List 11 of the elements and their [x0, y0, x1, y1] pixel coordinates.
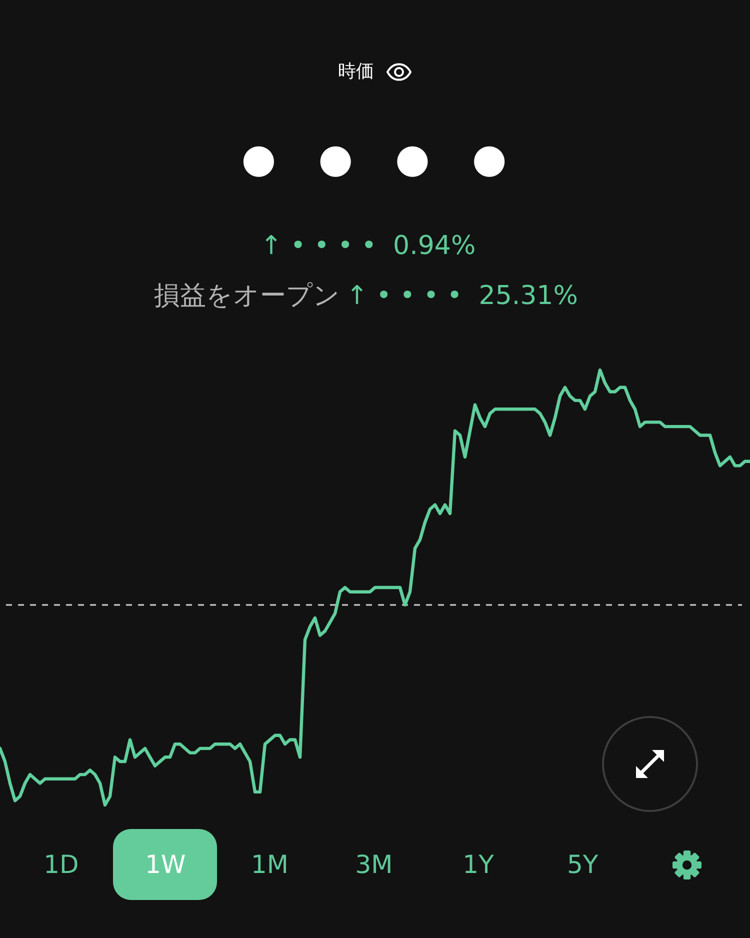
chart-title: 時価 [338, 60, 374, 84]
text: ↑ • • • • 0.94% [259, 230, 477, 263]
chart-subtitle: ●●●● [240, 136, 549, 182]
text: 3M [355, 849, 393, 881]
text: ↑ • • • • 25.31% [346, 280, 578, 313]
text: 1Y [462, 849, 494, 881]
text: 1M [250, 849, 288, 881]
text: 5Y [566, 849, 598, 881]
text: 1D [44, 849, 79, 881]
text: 損益をオープン [154, 280, 340, 313]
text: 1W [145, 849, 186, 881]
